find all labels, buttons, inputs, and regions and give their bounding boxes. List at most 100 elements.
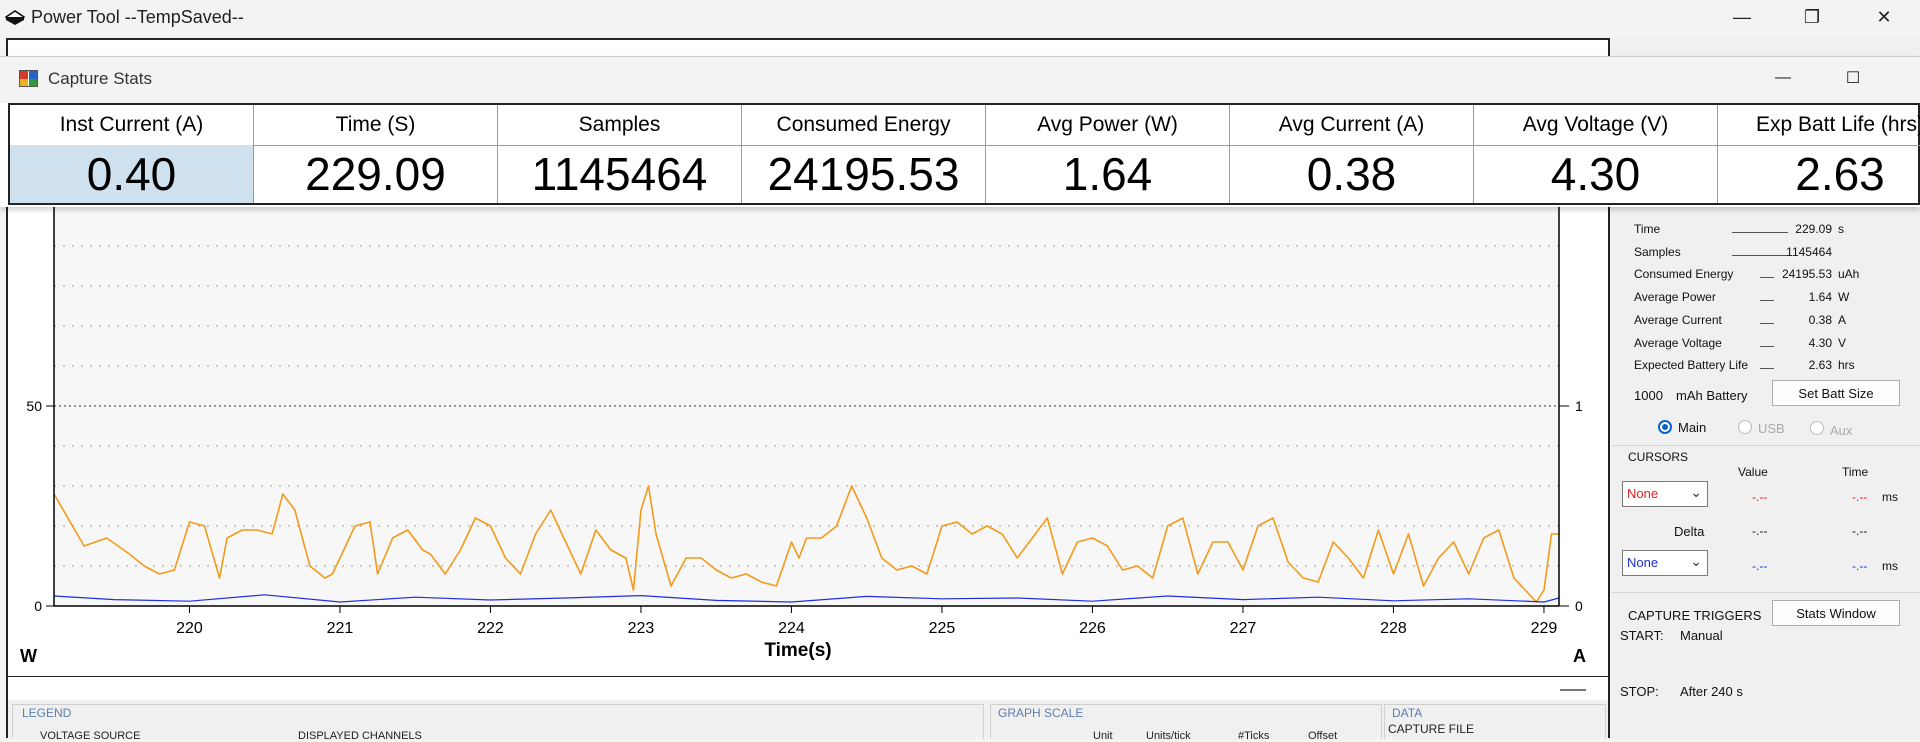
x-tick-label: 227 — [1230, 620, 1257, 637]
stat-value: 4.30 — [1550, 148, 1641, 200]
cursor2-select[interactable]: None ⌄ — [1622, 550, 1708, 576]
delta-value: -.-- — [1752, 524, 1768, 538]
source-usb-label: USB — [1758, 421, 1785, 436]
chevron-down-icon: ⌄ — [1690, 553, 1702, 569]
summary-unit: s — [1838, 222, 1844, 236]
leader-line — [1760, 300, 1774, 302]
minimize-button[interactable]: — — [1733, 6, 1751, 27]
restore-button[interactable]: ❐ — [1803, 6, 1821, 27]
leader-line — [1760, 277, 1774, 279]
stat-label: Exp Batt Life (hrs) — [1718, 105, 1920, 146]
stat-cell: Time (S) 229.09 — [254, 105, 498, 203]
x-axis-label: Time(s) — [764, 640, 831, 661]
graph-scale-title: GRAPH SCALE — [998, 706, 1084, 720]
stop-value: After 240 s — [1680, 684, 1743, 699]
summary-label: Average Voltage — [1634, 335, 1722, 350]
leader-line — [1760, 368, 1774, 370]
summary-value: 1145464 — [1786, 244, 1832, 259]
summary-label: Expected Battery Life — [1634, 358, 1749, 373]
stat-value: 1145464 — [531, 148, 708, 200]
stat-label: Avg Current (A) — [1230, 105, 1473, 146]
cursor1-time: -.-- — [1852, 490, 1868, 504]
legend-title: LEGEND — [22, 706, 72, 720]
x-tick-label: 229 — [1531, 620, 1558, 637]
cursor1-select[interactable]: None ⌄ — [1622, 481, 1708, 507]
summary-row: Samples 1145464 — [1612, 245, 1920, 263]
stat-value: 24195.53 — [767, 148, 960, 200]
stat-cell: Avg Voltage (V) 4.30 — [1474, 105, 1718, 203]
x-tick-label: 224 — [778, 620, 805, 637]
start-label: START: — [1620, 628, 1664, 643]
bottom-panel: LEGEND VOLTAGE SOURCE DISPLAYED CHANNELS… — [8, 700, 1608, 742]
graph-area: 220 221 222 223 224 225 226 227 228 229 0 50 0 1 Time… — [8, 205, 1608, 691]
cursors-value-header: Value — [1738, 465, 1768, 479]
capture-stats-window: Capture Stats — ☐ Inst Current (A) 0.40 Ti… — [0, 56, 1920, 207]
summary-value: 2.63 — [1808, 358, 1832, 373]
cursors-title: CURSORS — [1628, 450, 1689, 464]
power-chart[interactable]: 220 221 222 223 224 225 226 227 228 229 0 50 0 1 Time… — [8, 205, 1608, 676]
stat-label: Avg Power (W) — [986, 105, 1229, 146]
summary-unit: W — [1838, 290, 1850, 305]
legend-group — [12, 704, 984, 739]
stat-label: Consumed Energy — [742, 105, 985, 146]
stat-cell: Avg Power (W) 1.64 — [986, 105, 1230, 203]
delta-label: Delta — [1674, 524, 1705, 539]
y-left-tick-label: 0 — [34, 598, 42, 614]
collapse-handle[interactable] — [1560, 689, 1586, 691]
summary-row: Average Current 0.38 A — [1612, 313, 1920, 331]
stat-cell: Avg Current (A) 0.38 — [1230, 105, 1474, 203]
summary-value: 24195.53 — [1781, 267, 1832, 282]
app-title: Power Tool --TempSaved-- — [31, 7, 244, 27]
y-left-tick-label: 50 — [26, 398, 42, 414]
left-unit-label: W — [20, 646, 37, 666]
stats-window-button[interactable]: Stats Window — [1772, 600, 1900, 626]
start-value: Manual — [1680, 628, 1723, 643]
stats-minimize-button[interactable]: — — [1775, 69, 1791, 86]
right-unit-label: A — [1573, 646, 1586, 666]
stats-window-icon — [19, 70, 38, 87]
cursor1-value: -.-- — [1752, 490, 1768, 504]
cursor2-time: -.-- — [1852, 559, 1868, 573]
summary-label: Average Power — [1634, 290, 1716, 305]
stat-cell: Consumed Energy 24195.53 — [742, 105, 986, 203]
capture-file-label: CAPTURE FILE — [1388, 722, 1475, 736]
cursor1-unit: ms — [1882, 490, 1898, 504]
summary-value: 229.09 — [1795, 222, 1832, 236]
stop-label: STOP: — [1620, 684, 1659, 699]
leader-line — [1732, 232, 1788, 233]
source-main-radio[interactable] — [1658, 420, 1672, 434]
summary-unit: A — [1838, 312, 1847, 327]
x-tick-label: 221 — [327, 620, 354, 637]
cursor2-value: -.-- — [1752, 559, 1768, 573]
summary-row: Average Voltage 4.30 V — [1612, 336, 1920, 354]
x-tick-label: 220 — [176, 620, 203, 637]
offset-header: Offset — [1308, 730, 1338, 742]
units-tick-header: Units/tick — [1146, 730, 1191, 742]
set-batt-size-button[interactable]: Set Batt Size — [1772, 380, 1900, 406]
cursor2-unit: ms — [1882, 559, 1898, 573]
leader-line — [1732, 254, 1788, 256]
summary-label: Consumed Energy — [1634, 267, 1734, 282]
x-tick-label: 226 — [1079, 620, 1106, 637]
source-usb-radio[interactable] — [1738, 420, 1752, 434]
close-button[interactable]: ✕ — [1876, 6, 1892, 27]
leader-line — [1760, 345, 1774, 347]
battery-size-value: 1000 — [1634, 388, 1663, 403]
summary-unit: uAh — [1838, 267, 1860, 282]
stat-cell: Samples 1145464 — [498, 105, 742, 203]
stat-label: Avg Voltage (V) — [1474, 105, 1717, 146]
main-titlebar: Power Tool --TempSaved-- — ❐ ✕ — [0, 0, 1920, 34]
summary-row: Average Power 1.64 W — [1612, 290, 1920, 308]
summary-value: 0.38 — [1808, 312, 1832, 327]
leader-line — [1760, 322, 1774, 324]
stats-maximize-button[interactable]: ☐ — [1845, 70, 1861, 87]
power-series-line — [53, 485, 1559, 603]
stats-window-title: Capture Stats — [48, 69, 152, 88]
summary-row: Consumed Energy 24195.53 uAh — [1612, 267, 1920, 285]
y-right-tick-label: 1 — [1575, 398, 1583, 414]
summary-label: Average Current — [1634, 312, 1722, 327]
unit-header: Unit — [1093, 730, 1113, 742]
stat-value: 1.64 — [1062, 148, 1153, 200]
summary-value: 4.30 — [1808, 335, 1832, 350]
source-aux-radio[interactable] — [1810, 421, 1824, 435]
